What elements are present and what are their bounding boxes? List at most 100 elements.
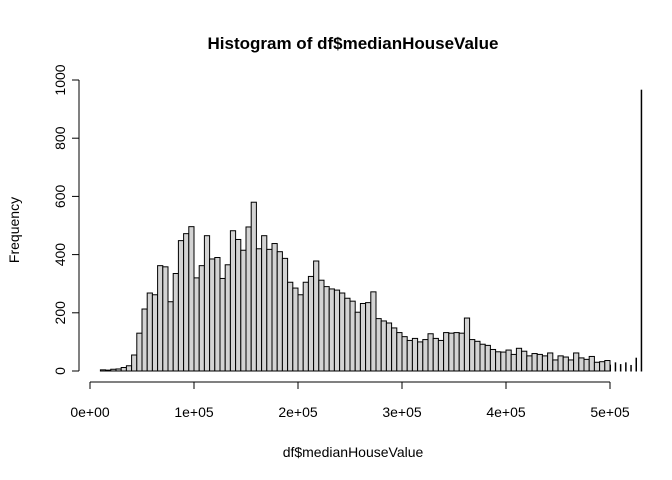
histogram-bar: [531, 353, 538, 372]
histogram-bar: [375, 318, 382, 372]
histogram-bar: [328, 288, 335, 372]
histogram-bar: [588, 355, 595, 372]
histogram-bar: [297, 294, 304, 372]
histogram-bar: [370, 291, 377, 372]
chart-title: Histogram of df$medianHouseValue: [208, 34, 499, 53]
histogram-bar: [521, 350, 528, 372]
histogram-bar: [240, 249, 247, 372]
y-tick-label: 800: [52, 126, 68, 150]
histogram-bar: [115, 368, 122, 372]
histogram-bar: [526, 355, 533, 372]
x-tick-label: 0e+00: [70, 404, 110, 420]
x-tick-label: 4e+05: [486, 404, 526, 420]
histogram-bar: [344, 297, 351, 372]
histogram-bars: [99, 89, 643, 372]
histogram-bar: [443, 332, 450, 372]
histogram-bar: [552, 359, 559, 372]
histogram-bar: [567, 359, 575, 372]
histogram-bar: [261, 235, 268, 372]
histogram-bar: [391, 327, 398, 372]
histogram-bar: [401, 336, 408, 372]
x-tick-label: 5e+05: [590, 404, 630, 420]
histogram-bar: [224, 264, 231, 372]
histogram-bar: [354, 311, 361, 372]
histogram-bar: [469, 339, 476, 372]
histogram-bar: [500, 351, 507, 372]
histogram-bar: [547, 352, 554, 372]
histogram-bar: [177, 240, 185, 372]
histogram-bar: [151, 294, 159, 372]
histogram-bar: [359, 302, 367, 372]
histogram-bar: [188, 226, 195, 372]
histogram-bar: [120, 367, 127, 372]
histogram-bar: [427, 333, 434, 372]
histogram-bar: [266, 248, 273, 372]
histogram-bar: [562, 356, 569, 372]
x-axis-label: df$medianHouseValue: [283, 444, 424, 460]
histogram-bar: [448, 332, 455, 372]
x-tick-label: 2e+05: [278, 404, 318, 420]
histogram-bar: [604, 360, 611, 372]
histogram-bar: [640, 89, 643, 372]
histogram-bar: [125, 365, 133, 372]
histogram-bar: [276, 251, 283, 372]
histogram-bar: [406, 339, 413, 372]
x-tick-label: 1e+05: [174, 404, 214, 420]
histogram-bar: [219, 277, 226, 372]
histogram-bar: [105, 369, 112, 372]
histogram-bar: [323, 286, 330, 372]
histogram-bar: [167, 301, 174, 372]
histogram-bar: [422, 339, 429, 372]
histogram-bar: [157, 265, 164, 372]
x-tick-label: 3e+05: [382, 404, 422, 420]
y-axis: 0 200 400 600 800 1000: [52, 64, 80, 375]
histogram-bar: [411, 337, 419, 372]
histogram-bar: [302, 281, 309, 372]
histogram-bar: [136, 332, 143, 372]
histogram-bar: [380, 320, 387, 372]
histogram-bar: [635, 357, 637, 372]
histogram-bar: [578, 357, 585, 372]
histogram-bar: [281, 257, 289, 372]
histogram-bar: [385, 322, 393, 372]
histogram-bar: [479, 343, 486, 372]
histogram-bar: [630, 364, 632, 372]
histogram-bar: [318, 279, 325, 372]
histogram-bar: [214, 257, 221, 372]
histogram-bar: [292, 287, 299, 372]
histogram-bar: [453, 332, 460, 372]
histogram-bar: [183, 233, 190, 372]
histogram-bar: [193, 277, 200, 372]
histogram-bar: [198, 265, 205, 372]
histogram-bar: [339, 292, 346, 372]
histogram-bar: [536, 353, 543, 372]
histogram-bar: [495, 351, 502, 372]
histogram-bar: [307, 275, 315, 372]
histogram-bar: [396, 332, 403, 372]
histogram-bar: [505, 349, 512, 372]
histogram-bar: [625, 362, 627, 372]
histogram-bar: [614, 362, 617, 372]
histogram-bar: [458, 332, 465, 372]
histogram-bar: [271, 243, 278, 372]
y-tick-label: 0: [52, 367, 68, 375]
histogram-bar: [619, 364, 622, 372]
histogram-bar: [162, 266, 169, 372]
x-axis: 0e+00 1e+05 2e+05 3e+05 4e+05 5e+05: [70, 381, 630, 420]
y-tick-label: 1000: [52, 64, 68, 95]
histogram-bar: [557, 355, 564, 372]
histogram-bar: [599, 361, 606, 372]
histogram-bar: [287, 281, 294, 372]
histogram-bar: [463, 317, 471, 372]
histogram-bar: [489, 348, 497, 372]
y-tick-label: 600: [52, 185, 68, 209]
histogram-bar: [333, 289, 341, 372]
histogram-bar: [583, 358, 590, 372]
y-tick-label: 200: [52, 301, 68, 325]
histogram-bar: [235, 238, 242, 372]
histogram-bar: [593, 361, 601, 372]
histogram-bar: [474, 340, 481, 372]
histogram-bar: [250, 201, 257, 372]
histogram-bar: [99, 369, 107, 372]
